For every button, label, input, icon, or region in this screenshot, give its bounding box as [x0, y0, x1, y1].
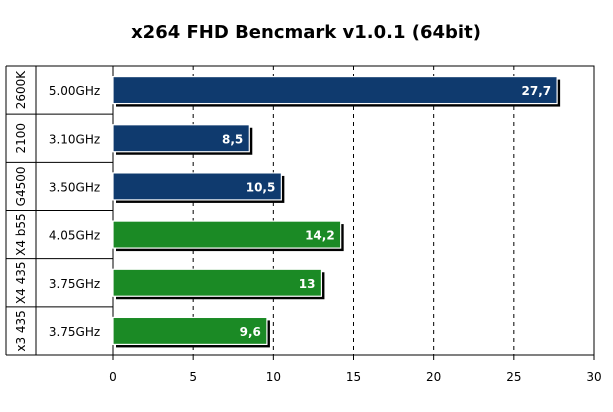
bar [112, 75, 558, 105]
bar-value-label: 13 [299, 277, 316, 291]
group-label: 2600K [14, 70, 28, 110]
chart-title: x264 FHD Bencmark v1.0.1 (64bit) [131, 22, 481, 43]
bar [112, 268, 323, 297]
bar-value-label: 14,2 [305, 229, 335, 243]
bar [112, 172, 282, 201]
bar-value-label: 8,5 [222, 132, 243, 146]
bar-value-label: 9,6 [240, 325, 261, 339]
x-tick-label: 0 [109, 370, 117, 384]
x-tick-label: 10 [266, 370, 281, 384]
x-tick-label: 5 [189, 370, 197, 384]
bar [112, 316, 268, 346]
x-tick-label: 15 [346, 370, 361, 384]
category-label: 4.05GHz [49, 229, 100, 243]
category-label: 3.75GHz [49, 325, 100, 339]
category-label: 3.50GHz [49, 180, 100, 194]
group-label: 2100 [14, 123, 28, 154]
bar [112, 220, 342, 249]
group-label: X4 435 [14, 261, 28, 304]
group-label: G4500 [14, 166, 28, 206]
category-label: 5.00GHz [49, 84, 100, 98]
x-tick-label: 25 [506, 370, 521, 384]
x-tick-label: 30 [586, 370, 601, 384]
category-label: 3.10GHz [49, 132, 100, 146]
bar-value-label: 27,7 [522, 84, 552, 98]
x-tick-label: 20 [426, 370, 441, 384]
bar [112, 124, 250, 153]
group-label: x3 435 [14, 310, 28, 351]
bar-value-label: 10,5 [246, 180, 276, 194]
group-label: X4 b55 [14, 213, 28, 256]
category-label: 3.75GHz [49, 277, 100, 291]
